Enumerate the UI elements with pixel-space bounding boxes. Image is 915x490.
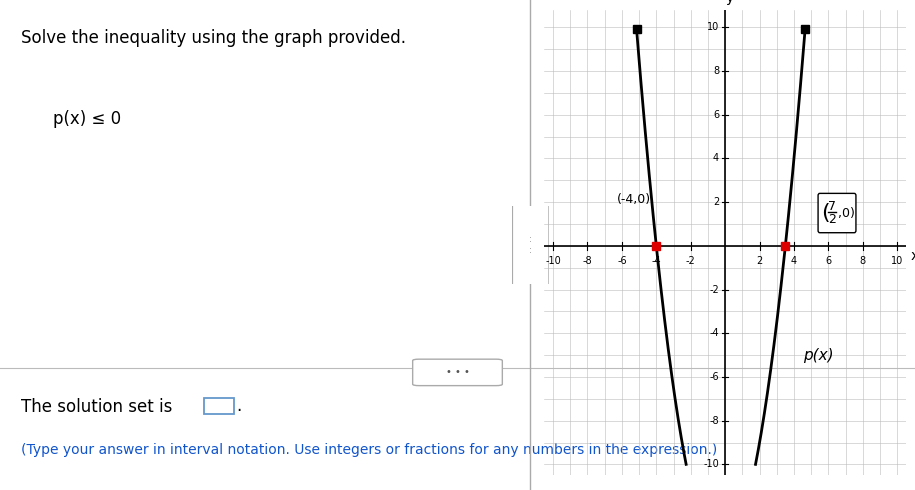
FancyBboxPatch shape [818,194,856,233]
Text: 10: 10 [891,256,903,266]
Text: :
:: : : [529,235,533,255]
Text: 6: 6 [825,256,832,266]
Text: • • •: • • • [446,368,469,377]
Text: 4: 4 [713,153,719,163]
Text: .: . [236,397,242,415]
FancyBboxPatch shape [413,359,502,386]
Text: y: y [726,0,734,5]
Text: -10: -10 [704,459,719,469]
Text: 2: 2 [713,197,719,207]
Text: 8: 8 [860,256,866,266]
Text: 2: 2 [757,256,763,266]
Text: -4: -4 [709,328,719,338]
Text: 6: 6 [713,110,719,120]
Text: (-4,0): (-4,0) [617,194,651,206]
Text: -8: -8 [709,416,719,426]
Text: p(x): p(x) [802,347,834,363]
Text: 4: 4 [791,256,797,266]
Text: The solution set is: The solution set is [21,398,173,416]
Text: -6: -6 [709,372,719,382]
Text: ,0): ,0) [838,207,855,220]
Text: -6: -6 [617,256,627,266]
Text: -2: -2 [686,256,695,266]
Text: -2: -2 [709,285,719,294]
Text: 10: 10 [707,22,719,32]
Text: -8: -8 [583,256,592,266]
Text: 7: 7 [828,199,835,213]
Text: p(x) ≤ 0: p(x) ≤ 0 [53,110,121,128]
Text: -4: -4 [651,256,662,266]
FancyBboxPatch shape [204,398,233,414]
Text: x: x [911,249,915,263]
Text: 8: 8 [713,66,719,76]
Text: (Type your answer in interval notation. Use integers or fractions for any number: (Type your answer in interval notation. … [21,443,717,458]
FancyBboxPatch shape [512,198,549,292]
Text: -10: -10 [545,256,561,266]
Text: 2: 2 [828,213,835,226]
Text: (: ( [821,203,829,223]
Text: Solve the inequality using the graph provided.: Solve the inequality using the graph pro… [21,29,406,48]
